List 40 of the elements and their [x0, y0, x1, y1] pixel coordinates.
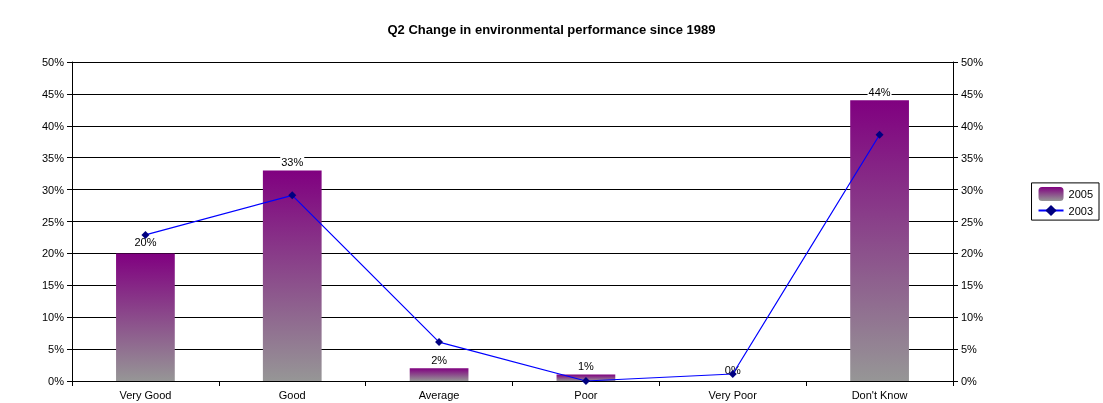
legend-label: 2005 [1068, 187, 1094, 200]
y2-tick-label: 25% [961, 215, 984, 228]
y2-tick-label: 5% [961, 343, 978, 356]
y2-tick-label: 35% [961, 151, 984, 164]
y-tick-label: 15% [41, 279, 65, 292]
y2-tick-label: 40% [961, 119, 984, 132]
x-tick-label: Average [418, 388, 460, 401]
y-tick-label: 45% [41, 87, 65, 100]
y-tick-label: 25% [41, 215, 65, 228]
x-tick-label: Good [278, 388, 306, 401]
data-label: 2% [431, 353, 448, 366]
x-tick-label: Poor [574, 388, 598, 401]
chart-title: Q2 Change in environmental performance since 1989 [387, 22, 716, 37]
y2-tick-label: 20% [961, 247, 984, 260]
legend-label: 2003 [1068, 204, 1094, 217]
y-tick-label: 50% [41, 56, 65, 68]
y2-tick-label: 45% [961, 87, 984, 100]
data-label: 20% [134, 235, 157, 248]
y2-tick-label: 30% [961, 183, 984, 196]
y2-tick-label: 10% [961, 311, 984, 324]
bar [409, 368, 469, 381]
y2-tick-label: 0% [961, 375, 978, 387]
x-tick-label: Don't Know [851, 388, 908, 401]
y-tick-label: 20% [41, 247, 65, 260]
y-tick-label: 35% [41, 151, 65, 164]
data-label: 33% [281, 155, 304, 168]
data-label: 44% [868, 85, 891, 98]
x-tick-label: Very Good [119, 388, 172, 401]
y-tick-label: 5% [48, 343, 65, 356]
y2-tick-label: 50% [961, 56, 984, 68]
bar [850, 100, 909, 381]
y2-tick-label: 15% [961, 279, 984, 292]
y-tick-label: 30% [41, 183, 65, 196]
bar [262, 170, 322, 381]
x-tick-label: Very Poor [708, 388, 758, 401]
y-tick-label: 40% [41, 119, 65, 132]
y-tick-label: 10% [41, 311, 65, 324]
bar [116, 253, 175, 381]
y-tick-label: 0% [48, 375, 65, 387]
data-label: 1% [577, 360, 595, 373]
